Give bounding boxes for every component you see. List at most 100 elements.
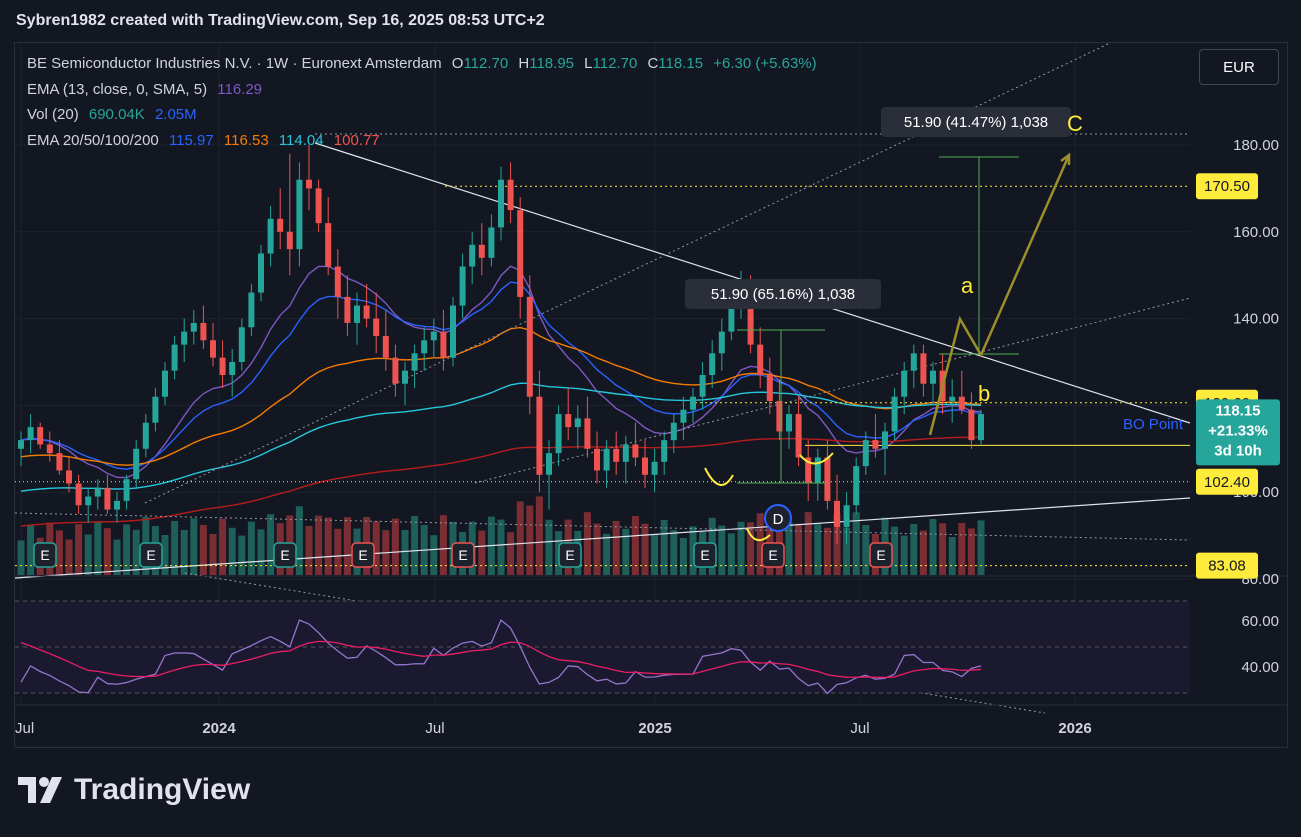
tradingview-logo[interactable]: TradingView	[18, 773, 250, 807]
ema200-value: 100.77	[333, 132, 380, 149]
candle-body	[651, 461, 658, 475]
volume-bar	[516, 501, 524, 575]
change-value: +6.30 (+5.63%)	[713, 55, 817, 72]
volume-bar	[247, 521, 255, 575]
candle-body	[555, 414, 562, 454]
candle-body	[18, 440, 24, 449]
currency-button[interactable]: EUR	[1199, 49, 1279, 85]
volume-bar	[862, 525, 870, 575]
time-tick: Jul	[425, 720, 444, 737]
price-tick: 180.00	[1233, 137, 1279, 154]
candle-body	[718, 331, 725, 354]
candle-body	[238, 327, 245, 362]
candle-body	[930, 370, 936, 384]
volume-bar	[305, 526, 313, 575]
volume-bar	[689, 526, 697, 575]
candle-body	[267, 218, 274, 254]
candle-body	[85, 496, 92, 506]
volume-bar	[132, 529, 140, 575]
candle-body	[363, 305, 370, 319]
volume-bar	[123, 524, 131, 575]
volume-bar	[967, 528, 975, 575]
candle-body	[603, 448, 610, 471]
candle-body	[133, 448, 140, 480]
volume-bar	[641, 523, 649, 575]
volume-bar	[737, 521, 745, 575]
ema-multi-label: EMA 20/50/100/200	[27, 132, 159, 149]
earnings-badge-label: E	[700, 547, 709, 563]
candle-body	[805, 457, 812, 484]
volume-bar	[814, 523, 822, 575]
candle-body	[824, 457, 831, 501]
volume-bar	[718, 525, 726, 575]
candle-body	[834, 500, 840, 527]
candle-body	[421, 340, 428, 354]
candle-body	[517, 210, 524, 297]
earnings-badge	[558, 542, 582, 568]
volume-bar	[439, 515, 447, 575]
volume-bar	[219, 518, 227, 575]
price-label-bg	[1196, 173, 1258, 200]
candle-body	[920, 353, 927, 384]
measure-label: 51.90 (41.47%) 1,038	[904, 114, 1048, 131]
candle-body	[795, 414, 802, 458]
vol-value-2: 2.05M	[154, 106, 197, 123]
volume-bar	[55, 530, 63, 575]
volume-bar	[756, 513, 764, 575]
volume-bar	[804, 512, 812, 575]
candle-body	[459, 266, 466, 306]
candle-body	[891, 396, 898, 432]
time-tick: 2026	[1058, 720, 1091, 737]
rsi-line	[20, 619, 982, 695]
last-price-bg	[1196, 399, 1280, 466]
chart-frame[interactable]: 51.90 (65.16%) 1,038 51.90 (41.47%) 1,038…	[14, 42, 1288, 748]
candle-body	[872, 440, 879, 449]
volume-bar	[103, 528, 111, 575]
volume-bar	[17, 540, 25, 575]
candle-body	[248, 292, 255, 328]
time-tick: 2024	[202, 720, 236, 737]
chart-svg[interactable]: 51.90 (65.16%) 1,038 51.90 (41.47%) 1,038…	[15, 43, 1287, 747]
candle-body	[94, 487, 101, 497]
candle-body	[114, 500, 120, 510]
earnings-badge-label: E	[40, 547, 49, 563]
candle-body	[574, 418, 581, 428]
candle-body	[142, 422, 149, 449]
volume-bar	[651, 534, 659, 575]
earnings-badge-label: E	[280, 547, 289, 563]
measure-label: 51.90 (65.16%) 1,038	[711, 286, 855, 303]
close-value: 118.15	[658, 55, 704, 72]
candle-body	[411, 353, 418, 371]
candle-body	[882, 431, 888, 449]
earnings-badge	[693, 542, 717, 568]
volume-bar	[603, 533, 611, 575]
wave-label: C	[1067, 111, 1083, 136]
open-label: O	[451, 55, 464, 72]
last-price-line: 118.15	[1215, 402, 1260, 419]
volume-bar	[679, 538, 687, 575]
ema-line-200	[20, 436, 982, 527]
volume-bar	[545, 519, 553, 575]
volume-bar	[593, 523, 601, 575]
candle-body	[536, 396, 543, 475]
ema20-value: 115.97	[168, 132, 214, 149]
volume-bar	[795, 523, 803, 575]
volume-bar	[670, 530, 678, 575]
rsi-tick: 40.00	[1241, 659, 1279, 676]
candle-body	[680, 409, 687, 423]
candle-body	[766, 375, 773, 402]
candle-body	[325, 223, 332, 267]
wave-label: a	[961, 273, 974, 298]
volume-bar	[747, 522, 755, 575]
volume-bar	[833, 513, 841, 575]
candle-body	[450, 305, 456, 358]
volume-bar	[27, 525, 35, 575]
candle-body	[373, 318, 380, 336]
earnings-badge-label: E	[358, 547, 367, 563]
high-label: H	[518, 55, 530, 72]
low-value: 112.70	[592, 55, 638, 72]
volume-bar	[257, 529, 265, 575]
dividend-badge	[764, 504, 792, 532]
dividend-badge-label: D	[773, 511, 784, 528]
candle-body	[546, 453, 552, 475]
